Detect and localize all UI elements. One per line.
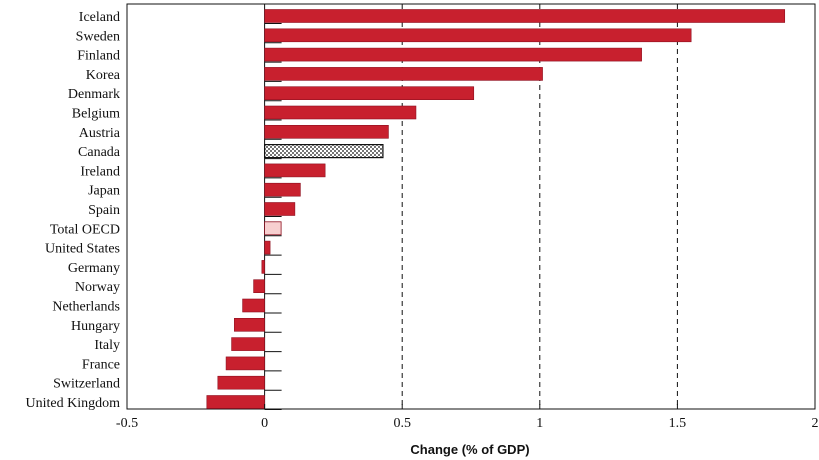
bars [206, 9, 786, 410]
category-label: Netherlands [52, 300, 120, 315]
bar-denmark [264, 86, 475, 100]
category-label: Norway [75, 280, 120, 295]
bar-finland [264, 47, 642, 62]
category-label: Denmark [68, 87, 120, 102]
category-label: Japan [88, 184, 120, 199]
category-label: Belgium [72, 107, 120, 122]
bar-total-oecd [264, 221, 282, 236]
bar-germany [261, 260, 265, 274]
bar-hungary [234, 317, 265, 332]
category-label: United States [45, 242, 120, 257]
bar-spain [264, 202, 296, 216]
category-label: Ireland [80, 164, 120, 179]
category-label: Canada [78, 145, 121, 160]
bar-united-kingdom [206, 395, 265, 409]
x-tick-label: 0 [261, 416, 268, 431]
bar-belgium [264, 105, 417, 120]
category-label: Hungary [71, 319, 120, 334]
category-label: Iceland [79, 10, 120, 25]
gridlines [264, 4, 678, 409]
category-label: Sweden [76, 29, 120, 44]
category-label: Finland [77, 49, 120, 64]
category-label: Germany [68, 261, 120, 276]
bar-france [225, 356, 265, 371]
category-label: Korea [86, 68, 121, 83]
bar-italy [231, 337, 265, 351]
category-label: United Kingdom [26, 396, 121, 411]
bar-ireland [264, 163, 326, 178]
x-tick-label: -0.5 [116, 416, 138, 431]
plot-frame [126, 3, 816, 410]
bar-austria [264, 125, 389, 139]
category-label: Austria [79, 126, 121, 141]
category-label: Total OECD [50, 222, 120, 237]
x-tick-label: 1 [536, 416, 543, 431]
category-label: Italy [94, 338, 120, 353]
x-axis-ticks: -0.5 0 0.5 1 1.5 2 [116, 404, 819, 431]
bar-netherlands [242, 298, 265, 313]
bar-korea [264, 67, 543, 81]
bar-iceland [264, 9, 786, 23]
category-labels: Iceland Sweden Finland Korea Denmark Belgium A… [26, 10, 121, 411]
bar-canada [264, 144, 384, 159]
category-label: Switzerland [53, 377, 120, 392]
x-axis-title: Change (% of GDP) [410, 442, 529, 457]
x-tick-label: 2 [812, 416, 819, 431]
bar-japan [264, 182, 301, 197]
x-tick-label: 0.5 [393, 416, 411, 431]
category-label: France [82, 357, 120, 372]
bar-norway [253, 279, 265, 294]
bar-switzerland [217, 375, 265, 390]
x-tick-label: 1.5 [669, 416, 687, 431]
bar-sweden [264, 28, 692, 43]
category-label: Spain [88, 203, 120, 218]
bar-united-states [264, 240, 271, 255]
